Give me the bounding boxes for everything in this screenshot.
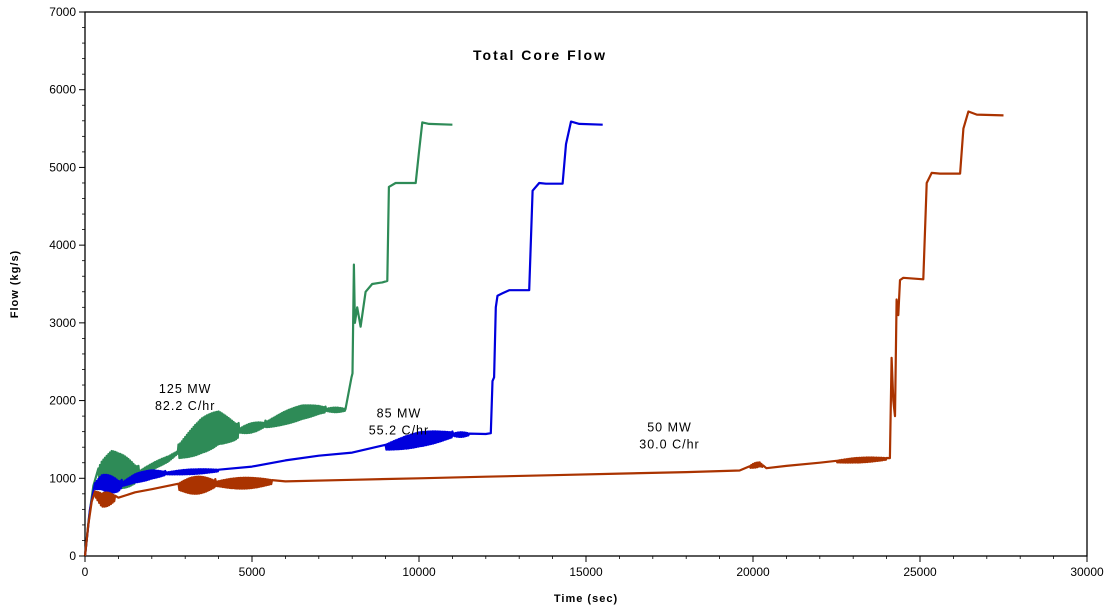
axes-layer: 0 5000 10000 15000 20000 25000 30000 0 1000 2000 3… — [49, 5, 1104, 579]
annotation-3-line-1: 50 MW — [647, 421, 692, 435]
series-line-3 — [83, 110, 1004, 557]
y-tick-label: 6000 — [49, 83, 76, 97]
plot-area — [84, 11, 1088, 557]
x-axis-title: Time (sec) — [554, 593, 618, 605]
y-tick-label: 5000 — [49, 160, 76, 174]
annotation-1-line-2: 82.2 C/hr — [155, 399, 215, 413]
x-tick-label: 5000 — [239, 565, 266, 579]
x-tick-label: 20000 — [736, 565, 770, 579]
annotation-layer: 125 MW 82.2 C/hr 85 MW 55.2 C/hr 50 MW 30.0 C… — [155, 382, 699, 452]
y-tick-label: 2000 — [49, 394, 76, 408]
y-tick-label: 4000 — [49, 238, 76, 252]
x-tick-label: 30000 — [1070, 565, 1104, 579]
series-line-2 — [83, 120, 603, 557]
y-tick-label: 7000 — [49, 5, 76, 19]
y-axis-title: Flow (kg/s) — [9, 250, 21, 318]
annotation-2-line-2: 55.2 C/hr — [369, 424, 429, 438]
x-tick-label: 0 — [82, 565, 89, 579]
annotation-3-line-2: 30.0 C/hr — [639, 438, 699, 452]
y-tick-label: 0 — [69, 549, 76, 563]
y-tick-label: 3000 — [49, 316, 76, 330]
annotation-2-line-1: 85 MW — [377, 407, 422, 421]
y-tick-label: 1000 — [49, 471, 76, 485]
series-layer — [83, 110, 1004, 557]
x-tick-label: 15000 — [569, 565, 603, 579]
x-tick-label: 25000 — [903, 565, 937, 579]
annotation-1-line-1: 125 MW — [159, 382, 212, 396]
chart-title: Total Core Flow — [473, 47, 607, 63]
x-tick-label: 10000 — [402, 565, 436, 579]
